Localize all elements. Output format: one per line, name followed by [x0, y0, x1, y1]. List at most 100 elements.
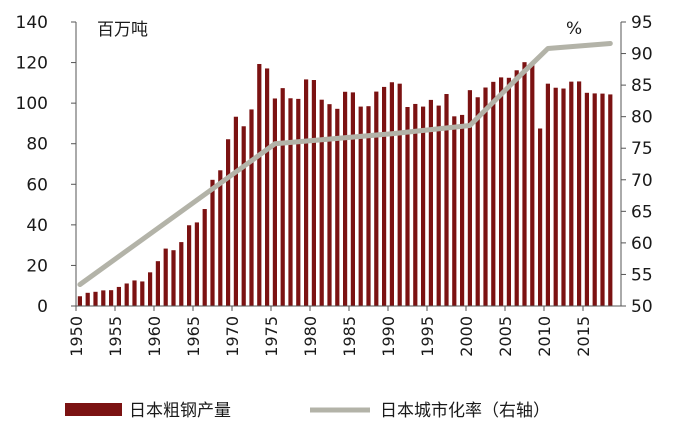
x-tick-label: 1965	[184, 316, 203, 357]
x-tick-label: 1980	[301, 316, 320, 357]
bar-1954	[109, 290, 114, 306]
bar-1963	[179, 242, 184, 306]
x-tick-label: 1960	[145, 316, 164, 357]
bar-1971	[241, 126, 246, 307]
left-axis-unit: 百万吨	[97, 20, 148, 40]
bar-2018	[608, 94, 613, 306]
bar-1960	[155, 261, 160, 306]
bar-2009	[538, 128, 543, 306]
bar-1962	[171, 250, 176, 306]
left-tick-label: 20	[26, 256, 48, 276]
bar-1984	[343, 91, 348, 306]
bar-2016	[592, 93, 597, 306]
bar-1994	[421, 106, 426, 306]
left-tick-label: 120	[16, 54, 48, 74]
bar-1964	[187, 225, 192, 306]
bar-2013	[569, 81, 574, 306]
right-tick-label: 60	[631, 234, 653, 254]
bar-2015	[584, 92, 589, 306]
bar-1959	[148, 272, 153, 306]
bar-1975	[272, 98, 277, 306]
bar-1968	[218, 170, 223, 306]
bar-2000	[467, 90, 472, 306]
x-axis-ticks: 1950 1955 1960 1965 1970 1975 1980 1985 1990 1995…	[67, 306, 593, 357]
bar-1953	[101, 290, 106, 306]
bar-1967	[210, 179, 215, 306]
bar-2004	[499, 77, 504, 306]
bar-2008	[530, 65, 535, 307]
bar-2010	[545, 83, 550, 306]
bar-1985	[350, 92, 355, 306]
left-tick-label: 40	[26, 216, 48, 236]
bar-1976	[280, 88, 285, 306]
legend-label-line: 日本城市化率（右轴）	[380, 401, 550, 421]
legend: 日本粗钢产量 日本城市化率（右轴）	[65, 401, 550, 421]
x-tick-label: 2010	[535, 316, 554, 357]
bar-1983	[335, 108, 340, 306]
right-axis-ticks: 50 55 60 65 70 75 80 85 90 95	[621, 13, 653, 317]
x-tick-label: 2005	[496, 316, 515, 357]
bar-1982	[327, 104, 332, 306]
bar-1955	[116, 286, 121, 306]
bar-1999	[460, 114, 465, 306]
bar-2011	[553, 87, 558, 306]
x-tick-label: 1955	[106, 316, 125, 357]
bar-1977	[288, 98, 293, 307]
bar-1974	[265, 68, 270, 306]
bar-1956	[124, 283, 129, 306]
right-tick-label: 50	[631, 297, 653, 317]
bar-2001	[475, 97, 480, 306]
bar-1966	[202, 209, 207, 306]
bar-1972	[249, 109, 254, 307]
bar-series	[77, 62, 613, 307]
bar-1989	[382, 86, 387, 306]
x-tick-label: 1990	[379, 316, 398, 357]
left-tick-label: 100	[16, 94, 48, 114]
bar-1951	[85, 292, 90, 306]
right-tick-label: 85	[631, 76, 653, 96]
left-tick-label: 80	[26, 135, 48, 155]
x-tick-label: 1975	[262, 316, 281, 357]
x-tick-label: 1985	[340, 316, 359, 357]
right-tick-label: 80	[631, 108, 653, 128]
bar-2017	[600, 93, 605, 306]
bar-1961	[163, 248, 168, 306]
bar-1993	[413, 103, 418, 306]
bar-1996	[436, 105, 441, 306]
bar-2003	[491, 81, 496, 306]
bar-1969	[226, 139, 231, 306]
x-tick-label: 1950	[67, 316, 86, 357]
bar-1998	[452, 116, 457, 306]
bar-2007	[522, 62, 527, 306]
bar-1991	[397, 83, 402, 306]
right-tick-label: 95	[631, 13, 653, 33]
bar-1965	[194, 222, 199, 306]
x-tick-label: 1970	[223, 316, 242, 357]
bar-1980	[311, 80, 316, 307]
bar-1988	[374, 91, 379, 306]
bar-2012	[561, 88, 566, 306]
bar-1973	[257, 63, 262, 306]
legend-swatch-bar	[65, 403, 122, 416]
bar-1987	[366, 106, 371, 306]
bar-1957	[132, 280, 137, 306]
bar-1992	[405, 107, 410, 306]
bar-1978	[296, 98, 301, 306]
x-tick-label: 1995	[418, 316, 437, 357]
right-axis-unit: %	[566, 19, 582, 39]
bar-1950	[77, 296, 82, 306]
urbanization-line	[77, 40, 613, 288]
left-tick-label: 0	[37, 297, 48, 317]
bar-2006	[514, 70, 519, 306]
line-series	[77, 40, 613, 288]
left-tick-label: 140	[16, 13, 48, 33]
bar-1952	[93, 291, 98, 306]
right-tick-label: 75	[631, 139, 653, 159]
bar-2005	[506, 77, 511, 306]
right-tick-label: 65	[631, 202, 653, 222]
bar-2002	[483, 87, 488, 307]
right-tick-label: 55	[631, 265, 653, 285]
right-tick-label: 90	[631, 45, 653, 65]
